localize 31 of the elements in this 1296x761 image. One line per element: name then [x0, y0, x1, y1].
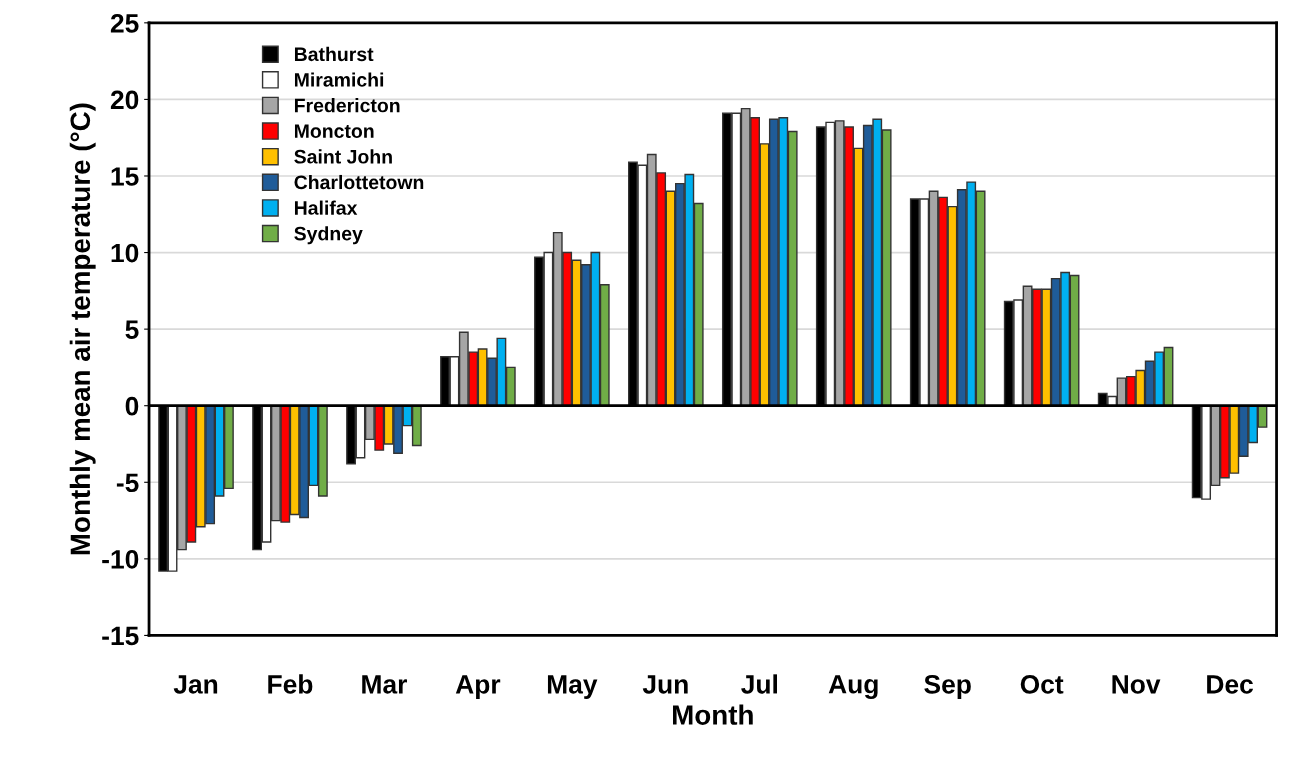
- y-tick-label: 25: [110, 13, 139, 33]
- x-tick-label: Nov: [1112, 675, 1161, 694]
- legend-label: Bathurst: [294, 46, 374, 62]
- legend-label: Halifax: [294, 200, 358, 215]
- y-tick-label: -10: [102, 549, 139, 569]
- x-axis-title: Month: [673, 704, 753, 725]
- legend-label: Saint John: [294, 149, 392, 164]
- y-tick-label: 10: [111, 243, 139, 263]
- x-tick-label: Oct: [1020, 675, 1064, 694]
- legend-label: Charlottetown: [294, 174, 424, 190]
- y-axis-title: Monthly mean air temperature (°C): [69, 103, 96, 555]
- x-tick-label: Apr: [455, 675, 501, 699]
- x-tick-label: Jul: [741, 674, 777, 694]
- x-tick-label: Sep: [924, 675, 971, 699]
- x-tick-label: Aug: [828, 675, 878, 699]
- y-tick-label: 5: [125, 320, 139, 339]
- legend-label: Moncton: [294, 124, 374, 138]
- legend-label: Fredericton: [294, 98, 400, 113]
- legend-label: Miramichi: [294, 72, 384, 87]
- y-tick-label: 20: [110, 90, 139, 110]
- y-tick-label: 0: [125, 396, 139, 416]
- y-tick-label: -15: [102, 626, 139, 646]
- x-tick-label: Jan: [173, 675, 218, 694]
- x-tick-label: May: [547, 675, 598, 699]
- x-tick-label: Jun: [642, 675, 688, 694]
- x-tick-label: Feb: [268, 674, 313, 694]
- legend-label: Sydney: [294, 226, 363, 245]
- x-tick-label: Dec: [1207, 675, 1254, 694]
- x-tick-label: Mar: [362, 675, 408, 694]
- y-tick-label: -5: [116, 473, 139, 493]
- y-tick-label: 15: [111, 167, 139, 186]
